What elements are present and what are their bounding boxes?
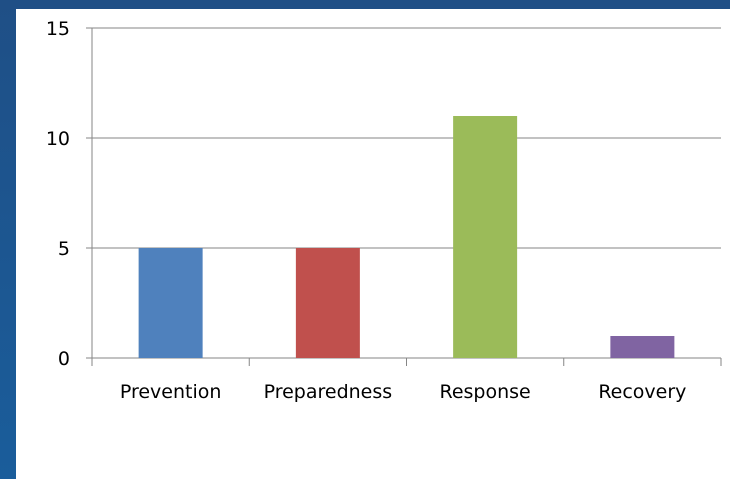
- bar-preparedness: [295, 248, 360, 358]
- x-category-label: Prevention: [120, 381, 222, 403]
- bar-response: [453, 116, 518, 358]
- chart-panel: [16, 9, 730, 479]
- gridlines: [92, 27, 721, 249]
- x-category-labels: Prevention Preparedness Response Recovery: [120, 381, 687, 403]
- x-category-label: Recovery: [598, 381, 686, 403]
- bars: [138, 116, 675, 358]
- y-tick-labels: 0 5 10 15: [46, 18, 92, 370]
- bar-prevention: [138, 248, 203, 358]
- y-tick-label: 5: [58, 238, 70, 260]
- x-category-label: Preparedness: [264, 381, 393, 403]
- x-tick-marks: [91, 358, 722, 366]
- y-tick-label: 15: [46, 18, 70, 40]
- y-tick-label: 0: [58, 348, 70, 370]
- x-category-label: Response: [439, 381, 530, 403]
- bar-recovery: [610, 336, 675, 358]
- y-tick-label: 10: [46, 128, 70, 150]
